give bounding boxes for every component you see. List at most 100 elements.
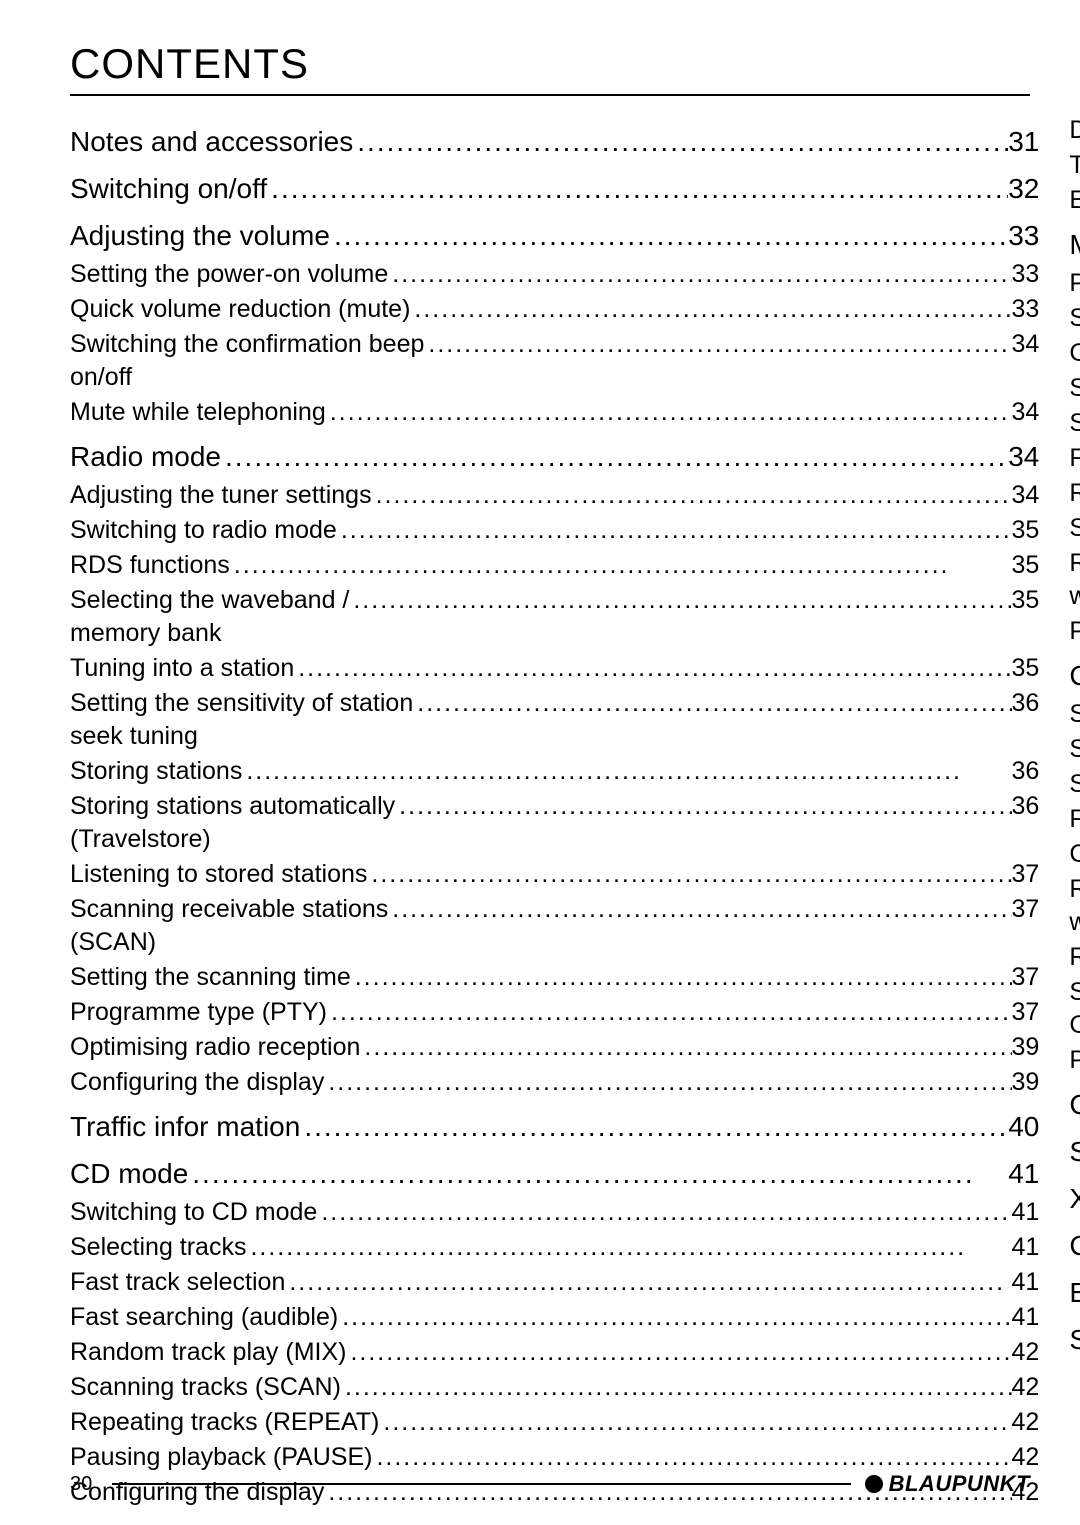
toc-leader-dots: ........................................… <box>424 328 1011 361</box>
toc-entry: Repeating individual tracks or whole dir… <box>1069 547 1080 613</box>
toc-entry: Listening to stored stations ...........… <box>70 858 1039 891</box>
toc-entry: Selecting tracks .......................… <box>1069 768 1080 801</box>
toc-label: Setting the power-on volume <box>70 258 388 291</box>
toc-page-number: 42 <box>1012 1371 1040 1404</box>
toc-entry: Scanning receivable stations (SCAN) ....… <box>70 893 1039 959</box>
toc-column-right: Displaying CD text .....................… <box>1069 114 1080 1511</box>
toc-leader-dots: ........................................… <box>246 1231 1011 1264</box>
toc-label: Storing stations <box>70 755 242 788</box>
toc-entry: Radio mode .............................… <box>70 439 1039 476</box>
toc-label: Pausing playback (PAUSE) <box>70 1441 372 1474</box>
toc-label: Preparing an MP3-CD <box>1069 267 1080 300</box>
toc-entry: Selecting tracks/files .................… <box>1069 407 1080 440</box>
toc-entry: Configuring the display ................… <box>1069 337 1080 370</box>
toc-label: Notes and accessories <box>70 124 353 161</box>
toc-label: External audio sources <box>1069 1275 1080 1312</box>
toc-entry: Selecting tracks .......................… <box>70 1231 1039 1264</box>
toc-leader-dots: ........................................… <box>379 1406 1011 1439</box>
toc-leader-dots: ........................................… <box>372 479 1012 512</box>
toc-label: Repeating individual tracks or whole CDs… <box>1069 873 1080 939</box>
toc-leader-dots: ........................................… <box>367 858 1011 891</box>
toc-label: Selecting the waveband / memory bank <box>70 584 349 650</box>
toc-entry: Storing stations automatically (Travelst… <box>70 790 1039 856</box>
toc-page-number: 35 <box>1012 584 1040 617</box>
toc-leader-dots: ........................................… <box>317 1196 1011 1229</box>
toc-label: RDS functions <box>70 549 230 582</box>
toc-leader-dots: ........................................… <box>327 996 1012 1029</box>
toc-label: X-BASS <box>1069 1181 1080 1218</box>
toc-label: Radio mode <box>70 439 221 476</box>
toc-leader-dots: ........................................… <box>338 1301 1011 1334</box>
toc-entry: Switching the confirmation beep on/off .… <box>70 328 1039 394</box>
toc-entry: Selecting CDs ..........................… <box>1069 733 1080 766</box>
toc-entry: Fast searching .........................… <box>1069 442 1080 475</box>
toc-entry: Pausing playback (PAUSE) ...............… <box>70 1441 1039 1474</box>
toc-label: Scanning tracks (SCAN) <box>70 1371 341 1404</box>
toc-label: Programme type (PTY) <box>70 996 327 1029</box>
toc-label: Specifications <box>1069 1322 1080 1359</box>
toc-page-number: 42 <box>1012 1336 1040 1369</box>
toc-label: Traffic announcements in CD mode <box>1069 149 1080 182</box>
toc-label: Repeating individual tracks or whole dir… <box>1069 547 1080 613</box>
toc-label: Listening to stored stations <box>70 858 367 891</box>
toc-entry: MP3 mode ...............................… <box>1069 227 1080 264</box>
toc-label: Selecting a directory <box>1069 372 1080 405</box>
footer-rule <box>112 1483 850 1485</box>
toc-page-number: 34 <box>1012 479 1040 512</box>
toc-columns: Notes and accessories ..................… <box>70 114 1030 1511</box>
toc-entry: CD-changer mode ........................… <box>1069 658 1080 695</box>
toc-label: Switching to CD mode <box>70 1196 317 1229</box>
toc-label: Random track play (MIX) <box>1069 941 1080 974</box>
toc-entry: Random track play (MIX) ................… <box>70 1336 1039 1369</box>
toc-label: Adjusting the tuner settings <box>70 479 372 512</box>
toc-entry: Selecting the waveband / memory bank ...… <box>70 584 1039 650</box>
toc-entry: Configuring the display ................… <box>70 1066 1039 1099</box>
toc-leader-dots: ........................................… <box>188 1156 1008 1193</box>
toc-leader-dots: ........................................… <box>324 1066 1011 1099</box>
toc-leader-dots: ........................................… <box>330 218 1008 255</box>
toc-entry: Random track play (MIX) ................… <box>1069 941 1080 974</box>
page-title: CONTENTS <box>70 40 1030 88</box>
toc-page-number: 34 <box>1012 396 1040 429</box>
toc-label: CLOCK time <box>1069 1087 1080 1124</box>
toc-entry: Setting the power-on volume ............… <box>70 258 1039 291</box>
toc-entry: Switching to radio mode ................… <box>70 514 1039 547</box>
footer: 30 BLAUPUNKT <box>70 1471 1030 1497</box>
toc-label: Selecting tracks <box>70 1231 246 1264</box>
toc-entry: Pausing playback (PAUSE) ...............… <box>1069 1044 1080 1077</box>
toc-label: Mute while telephoning <box>70 396 326 429</box>
toc-page-number: 39 <box>1012 1066 1040 1099</box>
toc-leader-dots: ........................................… <box>351 961 1012 994</box>
toc-leader-dots: ........................................… <box>341 1371 1012 1404</box>
toc-label: Configuring the level display <box>1069 1228 1080 1265</box>
toc-entry: Programme type (PTY) ...................… <box>70 996 1039 1029</box>
toc-leader-dots: ........................................… <box>395 790 1011 823</box>
toc-label: Sound <box>1069 1134 1080 1171</box>
toc-label: Fast track selection <box>70 1266 285 1299</box>
toc-entry: Setting the scanning time ..............… <box>70 961 1039 994</box>
toc-entry: Random track play (MIX) ................… <box>1069 477 1080 510</box>
toc-page-number: 40 <box>1008 1109 1039 1146</box>
toc-entry: Ejecting a CD ..........................… <box>1069 184 1080 217</box>
toc-page-number: 35 <box>1012 549 1040 582</box>
toc-entry: Adjusting the tuner settings ...........… <box>70 479 1039 512</box>
toc-label: CD-changer mode <box>1069 658 1080 695</box>
toc-entry: Configuring the display ................… <box>1069 838 1080 871</box>
toc-page-number: 41 <box>1012 1301 1040 1334</box>
toc-page-number: 35 <box>1012 652 1040 685</box>
toc-entry: Optimising radio reception .............… <box>70 1031 1039 1064</box>
toc-label: Configuring the display <box>70 1066 324 1099</box>
toc-page-number: 42 <box>1012 1441 1040 1474</box>
toc-page-number: 39 <box>1012 1031 1040 1064</box>
toc-label: Selecting tracks <box>1069 768 1080 801</box>
footer-page-number: 30 <box>70 1473 92 1496</box>
toc-page-number: 36 <box>1012 687 1040 720</box>
toc-entry: Configuring the level display . 53 <box>1069 1228 1080 1265</box>
toc-entry: Notes and accessories ..................… <box>70 124 1039 161</box>
toc-leader-dots: ........................................… <box>230 549 1012 582</box>
toc-label: Fast searching (audible) <box>70 1301 338 1334</box>
toc-page-number: 34 <box>1012 328 1040 361</box>
toc-label: Optimising radio reception <box>70 1031 360 1064</box>
toc-page-number: 37 <box>1012 961 1040 994</box>
toc-entry: Scanning tracks (SCAN) .................… <box>1069 512 1080 545</box>
